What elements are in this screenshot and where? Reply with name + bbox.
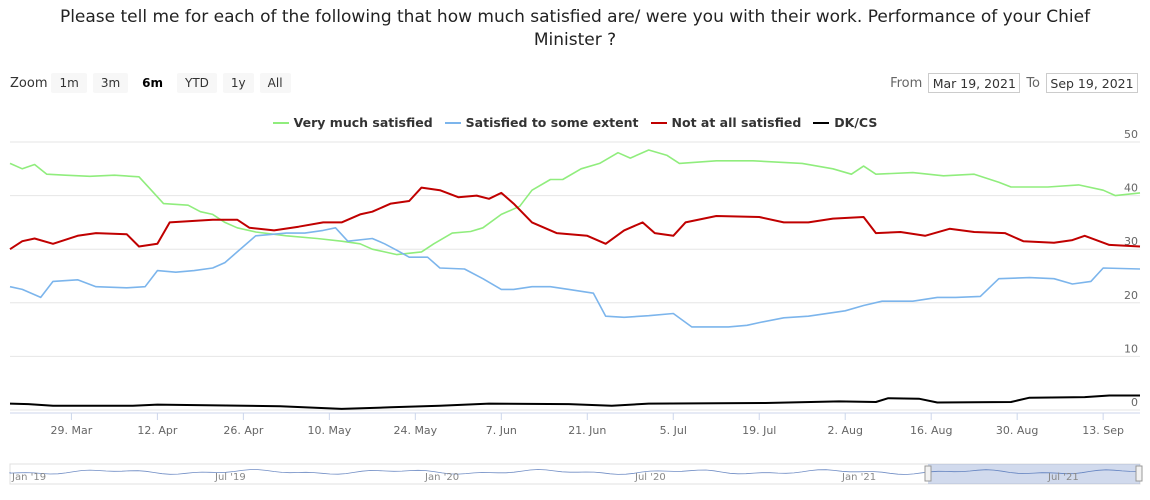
- to-date-input[interactable]: [1046, 73, 1138, 93]
- legend-label: DK/CS: [834, 115, 878, 130]
- chart-title-line-2: Minister ?: [533, 30, 617, 50]
- zoom-6m-button[interactable]: 6m: [134, 73, 171, 93]
- navigator-label: Jan '21: [841, 472, 876, 483]
- navigator-label: Jul '19: [214, 472, 246, 483]
- x-tick-label: 7. Jun: [486, 424, 517, 437]
- navigator-label: Jul '20: [634, 472, 666, 483]
- x-axis-ticks: 29. Mar 12. Apr 26. Apr 10. May 24. May 7. Ju…: [51, 413, 1124, 437]
- date-range: From To: [884, 73, 1138, 93]
- x-tick-label: 10. May: [307, 424, 351, 437]
- series-line-satisfied-to-some-extent[interactable]: [9, 227, 1141, 328]
- x-tick-label: 16. Aug: [910, 424, 952, 437]
- legend-item-not-at-all-satisfied[interactable]: Not at all satisfied: [650, 115, 802, 130]
- zoom-1y-button[interactable]: 1y: [222, 73, 254, 93]
- legend-swatch: [272, 121, 289, 124]
- navigator-label: Jul '21: [1047, 472, 1079, 483]
- x-tick-label: 5. Jul: [660, 424, 687, 437]
- grid-lines: [10, 141, 1140, 414]
- legend-item-dk-cs[interactable]: DK/CS: [813, 115, 877, 130]
- navigator-handle-left[interactable]: [924, 465, 932, 482]
- from-date-input[interactable]: [928, 73, 1021, 93]
- navigator-selected-range[interactable]: [928, 464, 1140, 484]
- navigator-series: [9, 469, 1139, 475]
- from-label: From: [890, 75, 923, 91]
- legend-swatch: [650, 121, 667, 124]
- zoom-ytd-button[interactable]: YTD: [177, 73, 217, 93]
- y-tick-label: 50: [1124, 128, 1138, 141]
- navigator-label: Jan '19: [11, 472, 46, 483]
- legend-label: Not at all satisfied: [671, 115, 802, 130]
- chart-title-line-1: Please tell me for each of the following…: [59, 7, 1091, 27]
- zoom-label: Zoom: [10, 75, 48, 91]
- y-tick-label: 40: [1124, 182, 1138, 195]
- legend-swatch: [444, 121, 461, 124]
- x-tick-label: 13. Sep: [1082, 424, 1124, 437]
- y-tick-label: 20: [1124, 289, 1138, 302]
- series-line-not-at-all-satisfied[interactable]: [9, 186, 1141, 251]
- legend-label: Very much satisfied: [293, 115, 433, 130]
- x-tick-label: 24. May: [393, 424, 437, 437]
- x-tick-label: 26. Apr: [223, 424, 263, 437]
- series-line-dk-cs[interactable]: [9, 394, 1140, 410]
- x-tick-label: 2. Aug: [827, 424, 862, 437]
- to-label: To: [1026, 75, 1040, 91]
- legend-item-satisfied-to-some-extent[interactable]: Satisfied to some extent: [444, 115, 639, 130]
- x-tick-label: 19. Jul: [742, 424, 776, 437]
- series-line-very-much-satisfied[interactable]: [9, 149, 1141, 256]
- zoom-selector: Zoom 1m 3m 6m YTD 1y All: [10, 72, 297, 94]
- chart-title: Please tell me for each of the following…: [0, 6, 1150, 52]
- legend: Very much satisfied Satisfied to some ex…: [0, 115, 1150, 130]
- x-tick-label: 21. Jun: [568, 424, 606, 437]
- zoom-all-button[interactable]: All: [259, 73, 291, 93]
- y-tick-label: 10: [1124, 342, 1138, 355]
- legend-swatch: [813, 121, 830, 124]
- x-tick-label: 30. Aug: [996, 424, 1038, 437]
- legend-item-very-much-satisfied[interactable]: Very much satisfied: [272, 115, 433, 130]
- y-tick-label: 0: [1131, 396, 1138, 409]
- navigator-label: Jan '20: [424, 472, 459, 483]
- series-lines: [9, 149, 1141, 410]
- legend-label: Satisfied to some extent: [465, 115, 639, 130]
- x-tick-label: 29. Mar: [51, 424, 93, 437]
- navigator: Jan '19 Jul '19 Jan '20 Jul '20 Jan '21 Jul '…: [9, 463, 1143, 485]
- navigator-handle-right[interactable]: [1135, 465, 1143, 482]
- zoom-1m-button[interactable]: 1m: [51, 73, 87, 93]
- x-tick-label: 12. Apr: [137, 424, 177, 437]
- zoom-3m-button[interactable]: 3m: [92, 73, 129, 93]
